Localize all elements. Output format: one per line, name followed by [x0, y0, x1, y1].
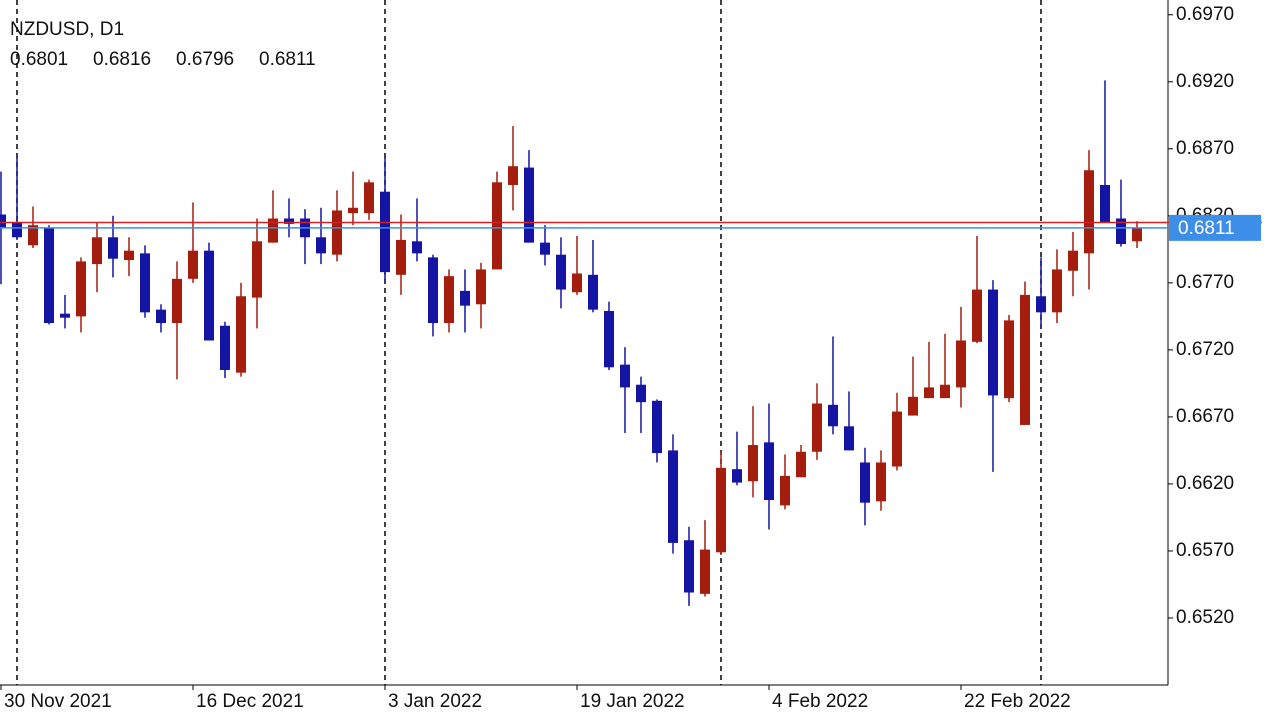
candle-body	[284, 218, 294, 224]
candle-body	[924, 387, 934, 399]
high-readout: 0.6816	[93, 49, 151, 70]
candle-body	[908, 396, 918, 416]
candle-body	[812, 403, 822, 452]
candle-body	[668, 450, 678, 543]
candle-body	[460, 290, 470, 306]
candle-body	[748, 445, 758, 482]
candle-body	[140, 253, 150, 313]
candle-body	[172, 278, 182, 324]
candle-body	[108, 237, 118, 259]
candle-body	[124, 250, 134, 261]
candle-body	[412, 241, 422, 254]
candle-body	[428, 257, 438, 324]
candle-body	[316, 237, 326, 254]
candle-body	[12, 222, 22, 238]
x-tick-label: 3 Jan 2022	[388, 691, 482, 712]
candle-body	[1084, 170, 1094, 254]
candle-body	[508, 166, 518, 185]
candle-body	[1004, 320, 1014, 399]
candle-body	[524, 167, 534, 243]
chart-title: NZDUSD, D1	[10, 19, 124, 40]
candle-body	[268, 218, 278, 243]
candle-body	[652, 400, 662, 454]
low-readout: 0.6796	[176, 49, 234, 70]
candle-body	[1132, 227, 1142, 242]
candle-body	[348, 207, 358, 214]
candle-body	[156, 309, 166, 324]
x-tick-label: 22 Feb 2022	[964, 691, 1071, 712]
candle-body	[572, 273, 582, 293]
candle-body	[60, 313, 70, 318]
candle-body	[188, 250, 198, 279]
candle-body	[28, 225, 38, 246]
candle-body	[540, 242, 550, 255]
candle-body	[252, 241, 262, 298]
candle-body	[1116, 218, 1126, 244]
y-tick-label: 0.6770	[1176, 272, 1234, 293]
x-tick-label: 16 Dec 2021	[196, 691, 304, 712]
bid-tag	[1169, 214, 1261, 241]
candle-body	[684, 540, 694, 593]
close-readout: 0.6811	[259, 49, 316, 70]
y-tick-label: 0.6920	[1176, 71, 1234, 92]
candle-body	[204, 250, 214, 341]
y-tick-label: 0.6520	[1176, 607, 1234, 628]
candle-body	[220, 325, 230, 370]
candle-body	[716, 467, 726, 553]
candle-body	[1100, 184, 1110, 223]
candle-body	[444, 276, 454, 324]
candle-body	[380, 191, 390, 273]
candle-body	[1068, 250, 1078, 271]
ohlc-readout: 0.6801 0.6816 0.6796 0.6811	[10, 49, 316, 70]
candle-body	[764, 442, 774, 501]
candle-body	[780, 475, 790, 506]
candle-body	[796, 451, 806, 478]
y-tick-label: 0.6970	[1176, 4, 1234, 25]
bid-tag-label: 0.6811	[1178, 218, 1235, 239]
candle-body	[44, 227, 54, 324]
candle-body	[700, 549, 710, 594]
candle-body	[364, 182, 374, 214]
candle-body	[1052, 269, 1062, 313]
candle-body	[956, 340, 966, 388]
y-tick-label: 0.6620	[1176, 473, 1234, 494]
candle-body	[940, 384, 950, 399]
candle-body	[1020, 294, 1030, 425]
candle-body	[476, 269, 486, 305]
x-tick-label: 4 Feb 2022	[772, 691, 868, 712]
candle-body	[860, 462, 870, 503]
candle-body	[620, 364, 630, 388]
candle-body	[972, 289, 982, 342]
candle-body	[92, 237, 102, 265]
candle-body	[76, 261, 86, 317]
x-tick-label: 30 Nov 2021	[4, 691, 112, 712]
open-readout: 0.6801	[10, 49, 68, 70]
candle-body	[604, 310, 614, 368]
candle-body	[732, 469, 742, 483]
candle-body	[332, 210, 342, 255]
candle-body	[556, 254, 566, 290]
candle-body	[876, 462, 886, 502]
candle-body	[1036, 296, 1046, 313]
candle-body	[892, 411, 902, 467]
y-tick-label: 0.6720	[1176, 339, 1234, 360]
y-tick-label: 0.6870	[1176, 138, 1234, 159]
candle-body	[636, 384, 646, 403]
candle-body	[396, 239, 406, 275]
y-tick-label: 0.6570	[1176, 540, 1234, 561]
candle-body	[492, 182, 502, 270]
candle-body	[828, 404, 838, 427]
candle-body	[588, 274, 598, 310]
y-tick-label: 0.6670	[1176, 406, 1234, 427]
x-tick-label: 19 Jan 2022	[580, 691, 685, 712]
candle-body	[0, 214, 6, 228]
candle-body	[988, 289, 998, 396]
candle-body	[236, 296, 246, 373]
candle-body	[844, 426, 854, 451]
